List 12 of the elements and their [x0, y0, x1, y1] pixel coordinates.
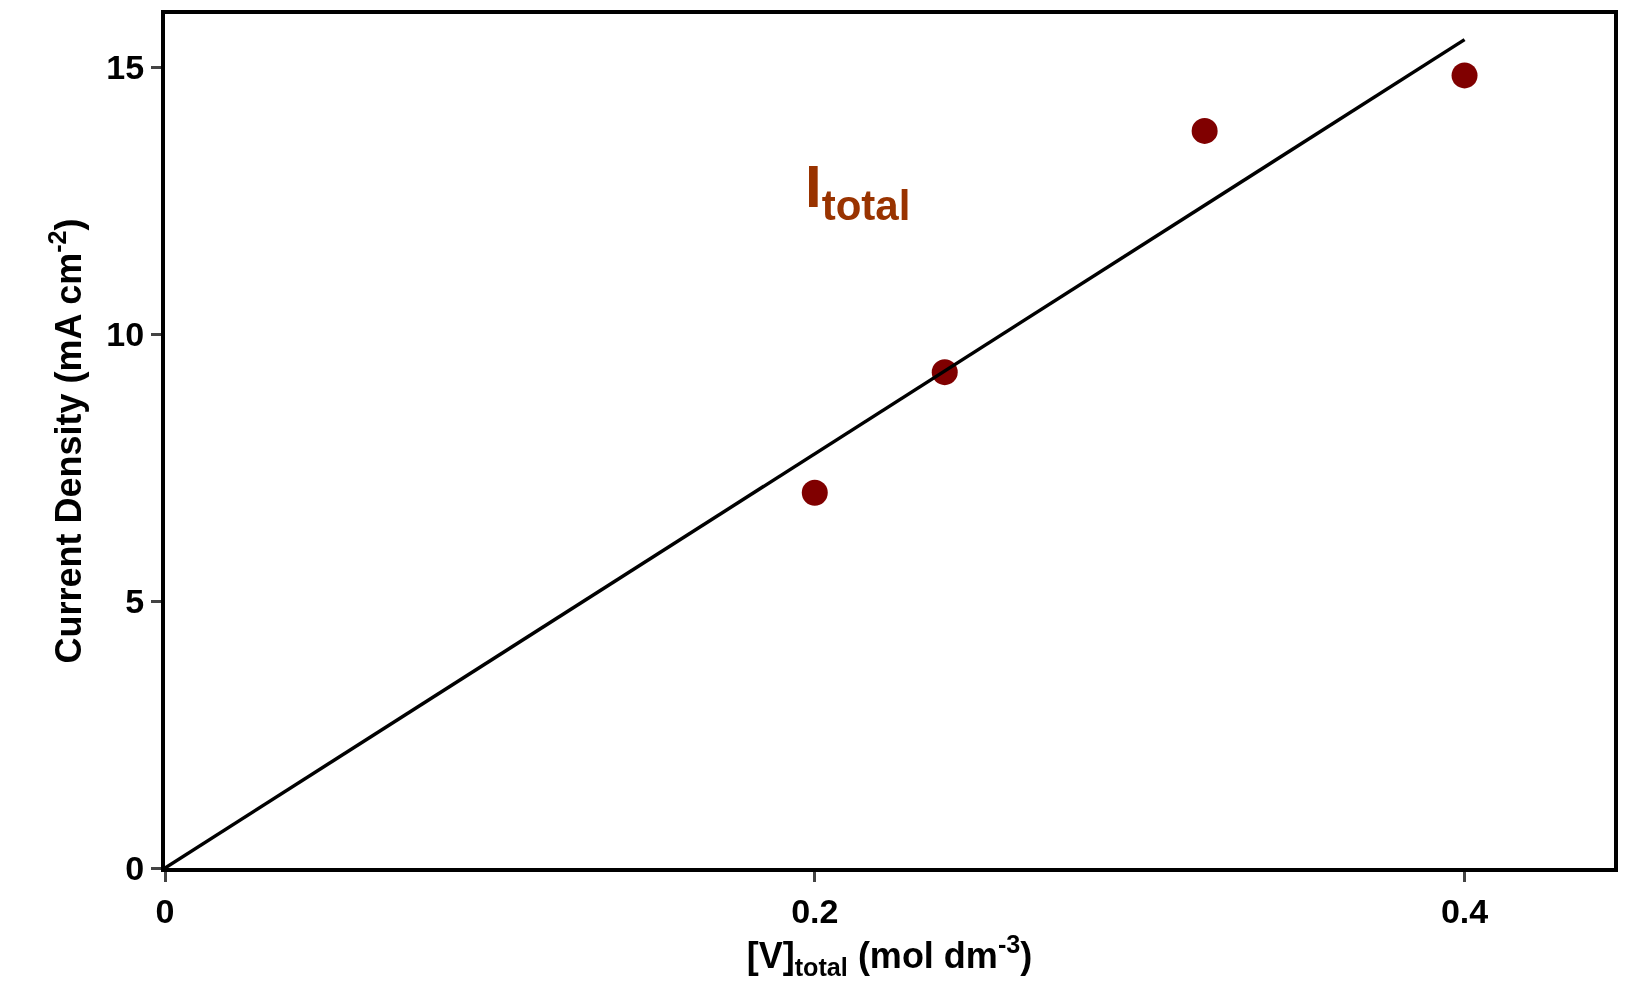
- point: [1191, 117, 1218, 144]
- y-tick-label: 0: [125, 848, 145, 887]
- point: [1451, 62, 1478, 89]
- x-tick-label: 0.4: [1440, 891, 1489, 930]
- annotation: I$_{total}$: [805, 153, 911, 229]
- y-tick-label: 5: [125, 582, 145, 621]
- y-tick-label: 10: [106, 315, 145, 354]
- x-tick-label: 0: [155, 891, 175, 930]
- x-tick-label: 0.2: [791, 891, 839, 930]
- point: [801, 479, 828, 506]
- x-axis-title: [V]$_{total}$ (mol dm$^{-3}$): [746, 929, 1033, 981]
- y-tick-label: 15: [106, 48, 145, 87]
